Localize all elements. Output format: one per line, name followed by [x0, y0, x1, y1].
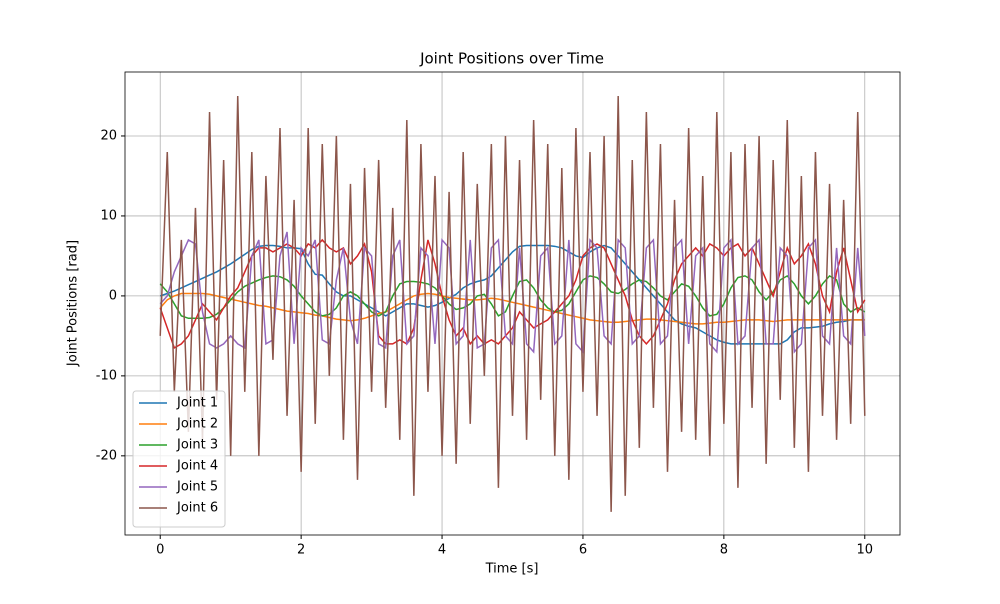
series-line — [159, 274, 866, 320]
legend-label: Joint 3 — [176, 438, 218, 453]
series-line — [159, 231, 866, 354]
series-line — [159, 95, 866, 512]
x-tick-label: 10 — [856, 543, 873, 558]
legend-label: Joint 2 — [176, 417, 218, 432]
y-axis-label: Joint Positions [rad] — [66, 240, 81, 367]
y-tick-label: 0 — [109, 288, 117, 303]
legend-label: Joint 5 — [176, 480, 218, 495]
x-tick-label: 8 — [720, 543, 728, 558]
legend-label: Joint 4 — [176, 459, 218, 474]
series-line — [159, 238, 866, 349]
y-tick-label: -20 — [96, 448, 117, 463]
legend-label: Joint 6 — [176, 501, 218, 516]
x-tick-label: 6 — [579, 543, 587, 558]
x-tick-label: 4 — [438, 543, 446, 558]
x-tick-label: 2 — [297, 543, 305, 558]
x-tick-label: 0 — [156, 543, 164, 558]
x-axis-label: Time [s] — [485, 562, 539, 577]
y-tick-label: -10 — [96, 368, 117, 383]
y-tick-label: 10 — [100, 208, 117, 223]
legend: Joint 1 Joint 2 Joint 3 Joint 4 Joint 5 Joint… — [132, 390, 226, 528]
legend-box — [132, 390, 226, 528]
legend-label: Joint 1 — [176, 396, 218, 411]
series-line — [159, 244, 865, 345]
series-line — [159, 292, 865, 325]
plot-frame — [124, 71, 901, 536]
y-tick-label: 20 — [100, 128, 117, 143]
chart-title: Joint Positions over Time — [419, 50, 604, 68]
